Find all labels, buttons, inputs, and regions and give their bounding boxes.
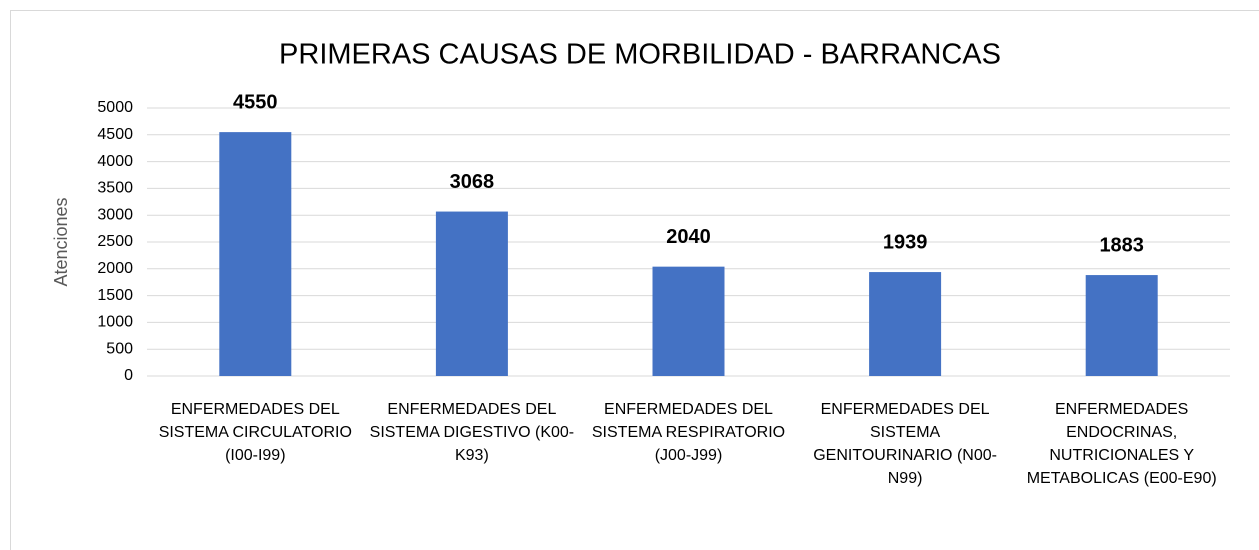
y-axis-label: Atenciones: [51, 197, 71, 286]
y-tick-label: 2500: [97, 233, 133, 250]
y-tick-label: 1000: [97, 314, 133, 331]
y-tick-label: 3000: [97, 206, 133, 223]
x-tick-label: ENFERMEDADES DEL SISTEMA GENITOURINARIO …: [813, 401, 997, 487]
y-tick-label: 5000: [97, 99, 133, 116]
data-label: 4550: [233, 91, 278, 113]
bar: [652, 266, 725, 376]
x-tick-label: ENFERMEDADES ENDOCRINAS, NUTRICIONALES Y…: [1026, 401, 1217, 487]
bar: [869, 272, 942, 376]
data-label: 2040: [666, 226, 711, 248]
y-tick-label: 1500: [97, 287, 133, 304]
bar: [219, 132, 292, 376]
x-tick-label: ENFERMEDADES DEL SISTEMA CIRCULATORIO (I…: [158, 401, 352, 464]
bar: [435, 211, 508, 376]
x-tick-label: ENFERMEDADES DEL SISTEMA DIGESTIVO (K00-…: [369, 401, 575, 464]
data-label: 3068: [450, 171, 495, 193]
data-label: 1939: [883, 231, 928, 253]
chart-title: PRIMERAS CAUSAS DE MORBILIDAD - BARRANCA…: [279, 39, 1001, 71]
data-label: 1883: [1099, 234, 1144, 256]
y-tick-label: 2000: [97, 260, 133, 277]
y-tick-label: 4000: [97, 153, 133, 170]
bar: [1085, 275, 1158, 376]
y-tick-label: 0: [124, 367, 133, 384]
chart-border: [10, 10, 1259, 550]
y-tick-label: 4500: [97, 126, 133, 143]
y-tick-label: 3500: [97, 180, 133, 197]
y-tick-label: 500: [106, 340, 133, 357]
x-tick-label: ENFERMEDADES DEL SISTEMA RESPIRATORIO (J…: [591, 401, 786, 464]
